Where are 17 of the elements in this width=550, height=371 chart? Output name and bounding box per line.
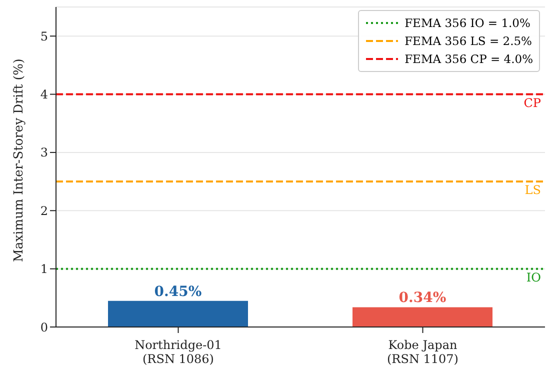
annotation: IO (526, 270, 542, 284)
legend-label: FEMA 356 CP = 4.0% (404, 52, 533, 66)
legend-label: FEMA 356 LS = 2.5% (404, 34, 532, 48)
annotation: LS (524, 183, 541, 198)
data-label: 0.45% (154, 284, 202, 300)
y-tick-label: 1 (40, 262, 48, 276)
y-tick-label: 3 (40, 146, 48, 160)
y-tick-label: 4 (40, 88, 48, 102)
x-tick-label: Northridge-01 (RSN 1086) (134, 338, 222, 366)
y-axis-title: Maximum Inter-Storey Drift (%) (10, 58, 26, 262)
y-tick-label: 0 (40, 320, 48, 334)
annotation: CP (524, 96, 541, 110)
y-tick-label: 2 (40, 204, 48, 218)
y-tick-label: 5 (40, 29, 48, 44)
x-tick-label: Kobe Japan (RSN 1107) (387, 338, 458, 366)
legend-label: FEMA 356 IO = 1.0% (404, 16, 530, 30)
data-label: 0.34% (398, 290, 446, 306)
